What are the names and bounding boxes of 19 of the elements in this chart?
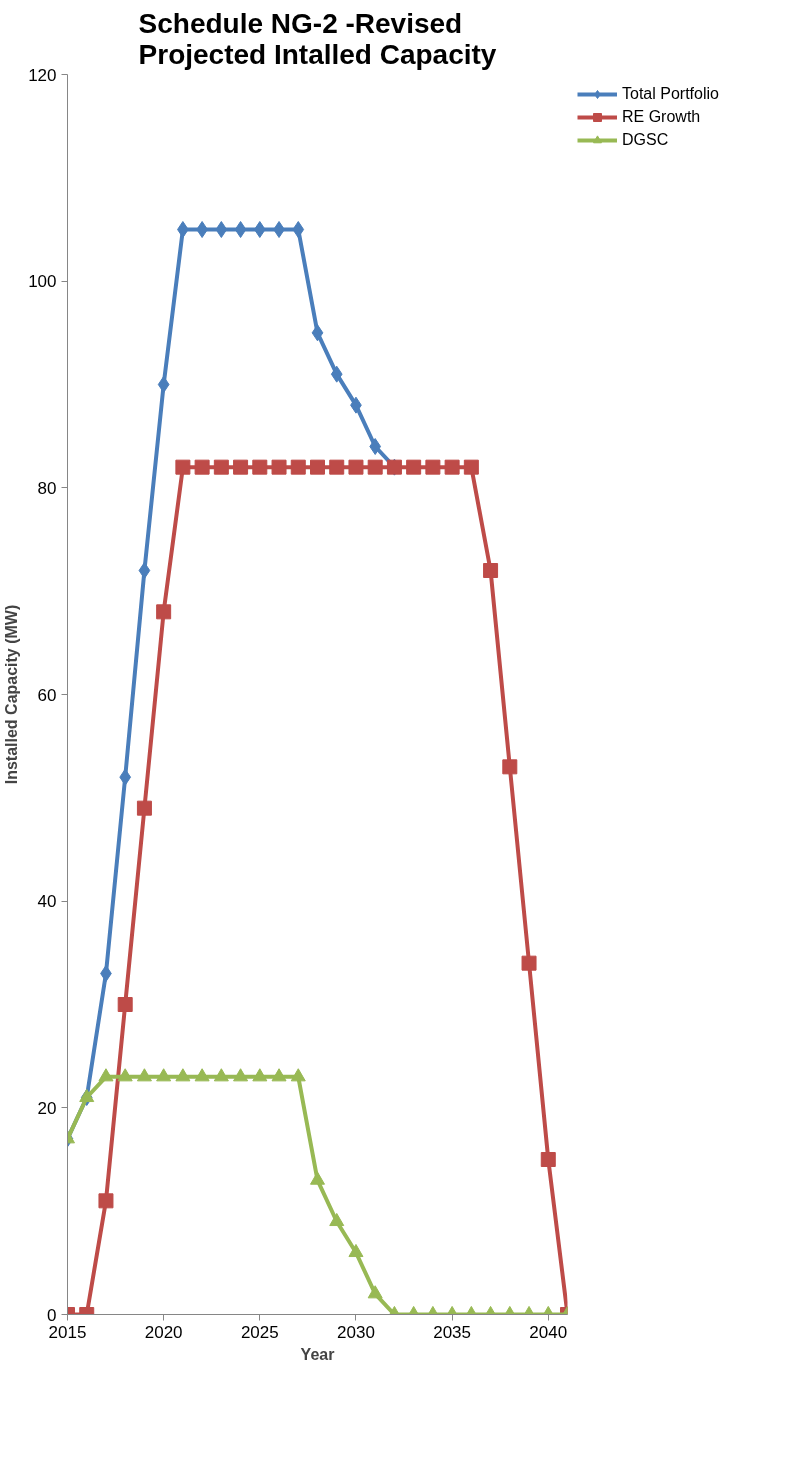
legend-label: Total Portfolio: [622, 85, 719, 103]
legend-label: DGSC: [622, 131, 669, 149]
x-tick-label: 2020: [144, 1322, 183, 1342]
y-tick-label: 40: [37, 892, 57, 912]
x-tick-label: 2030: [337, 1322, 375, 1342]
x-tick-label: 2040: [529, 1322, 568, 1342]
chart-title: Schedule NG-2 -Revised Projected Intalled Capacity: [138, 7, 497, 70]
y-tick-label: 0: [47, 1305, 57, 1325]
y-tick-label: 80: [37, 478, 57, 498]
x-tick-label: 2015: [48, 1322, 87, 1342]
legend-label: RE Growth: [622, 108, 701, 126]
y-tick-label: 120: [28, 65, 57, 85]
y-tick-label: 60: [37, 685, 57, 705]
x-tick-label: 2035: [433, 1322, 472, 1342]
y-tick-label: 100: [28, 272, 57, 292]
x-axis-title: Year: [300, 1345, 335, 1363]
y-tick-label: 20: [37, 1098, 57, 1118]
y-axis-title: Installed Capacity (MW): [3, 604, 21, 785]
x-tick-label: 2025: [240, 1322, 279, 1342]
